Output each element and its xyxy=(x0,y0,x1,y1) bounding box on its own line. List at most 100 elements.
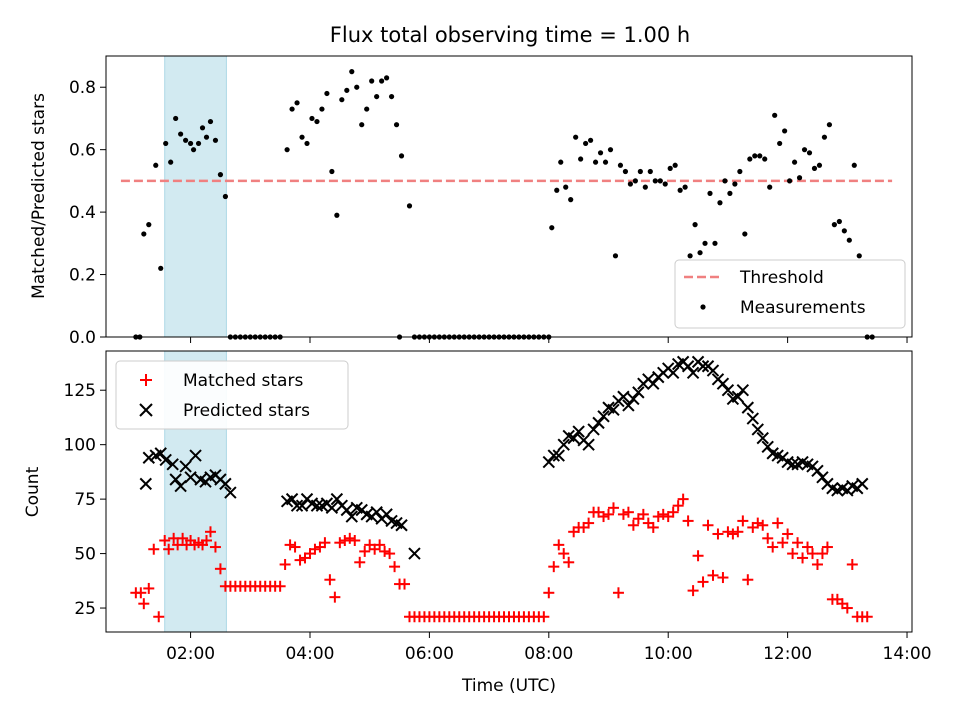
matched-star-point xyxy=(841,602,853,614)
measurement-point xyxy=(324,90,330,97)
measurement-point xyxy=(816,162,823,168)
measurement-point xyxy=(727,190,733,196)
measurement-point xyxy=(742,231,748,237)
predicted-star-point xyxy=(189,449,202,462)
matched-star-point xyxy=(163,543,175,555)
predicted-star-point xyxy=(169,473,182,486)
measurement-point xyxy=(831,222,837,228)
measurement-point xyxy=(141,231,147,237)
measurement-point xyxy=(752,153,758,159)
matched-star-point xyxy=(553,539,565,551)
matched-star-point xyxy=(647,521,659,533)
measurement-point xyxy=(777,140,783,147)
measurement-point xyxy=(388,93,395,100)
matched-star-point xyxy=(598,511,610,523)
predicted-star-point xyxy=(224,486,237,499)
predicted-star-point xyxy=(567,431,580,445)
matched-star-point xyxy=(846,558,858,570)
measurement-point xyxy=(801,147,808,153)
measurement-point xyxy=(183,137,189,143)
measurement-point xyxy=(309,115,315,122)
bottom-y-tick-label: 75 xyxy=(74,490,96,510)
predicted-star-point xyxy=(310,499,324,512)
measurement-point xyxy=(349,69,355,75)
predicted-star-point xyxy=(285,492,299,506)
matched-star-point xyxy=(816,548,828,560)
predicted-star-point xyxy=(552,449,565,462)
measurement-point xyxy=(757,153,763,159)
measurement-point xyxy=(767,184,773,190)
matched-star-point xyxy=(538,611,550,623)
matched-star-point xyxy=(153,611,165,623)
measurement-point xyxy=(622,168,629,175)
measurement-point xyxy=(677,187,683,193)
top-axes-frame xyxy=(105,55,913,338)
matched-star-point xyxy=(563,556,575,568)
measurement-point xyxy=(607,147,614,153)
predicted-star-point xyxy=(756,431,769,445)
measurement-point xyxy=(583,140,589,147)
matched-star-point xyxy=(717,572,729,584)
measurement-point xyxy=(672,162,678,168)
matched-star-point xyxy=(792,537,804,549)
matched-star-point xyxy=(543,587,555,599)
chart-title: Flux total observing time = 1.00 h xyxy=(330,23,690,47)
measurement-point xyxy=(707,190,713,196)
predicted-star-point xyxy=(592,416,605,430)
measurement-point xyxy=(203,134,210,140)
measurement-point xyxy=(772,112,778,118)
matched-star-point xyxy=(687,585,699,597)
measurement-point xyxy=(329,168,335,175)
matched-star-point xyxy=(558,548,570,560)
top-y-tick-label: 0.4 xyxy=(69,203,96,223)
measurement-point xyxy=(846,237,852,243)
top-y-tick-label: 0.8 xyxy=(69,78,96,98)
predicted-star-point xyxy=(219,477,232,491)
matched-star-point xyxy=(201,535,213,547)
measurement-point xyxy=(199,125,206,131)
measurement-point xyxy=(217,172,224,178)
measurement-point xyxy=(294,100,300,106)
matched-star-point xyxy=(324,574,336,586)
matched-stars-points xyxy=(130,493,873,623)
predicted-star-point xyxy=(696,360,710,373)
measurement-point xyxy=(364,106,370,112)
bottom-axes-frame xyxy=(105,350,913,633)
matched-star-point xyxy=(319,537,331,549)
predicted-star-point xyxy=(345,510,358,523)
predicted-star-point xyxy=(587,423,600,436)
top-legend-box xyxy=(674,259,906,329)
bottom-legend: Matched stars Predicted stars xyxy=(115,360,349,430)
x-tick-label: 08:00 xyxy=(524,644,573,664)
measurement-point xyxy=(168,159,174,165)
measurement-point xyxy=(787,178,793,184)
predicted-star-point xyxy=(811,464,824,478)
matched-star-point xyxy=(797,552,809,564)
matched-star-point xyxy=(135,587,147,599)
matched-star-point xyxy=(374,539,386,551)
predicted-star-point xyxy=(617,390,630,403)
bottom-y-axis-label: Count xyxy=(23,466,43,517)
matched-star-point xyxy=(279,558,291,570)
predicted-star-point xyxy=(686,366,700,379)
matched-star-point xyxy=(384,548,396,560)
measurement-point xyxy=(602,159,609,165)
predicted-star-point xyxy=(746,412,759,425)
measurement-point xyxy=(359,122,365,128)
measurement-point xyxy=(642,184,648,190)
measurement-point xyxy=(637,168,643,175)
measurement-point xyxy=(836,218,842,225)
predicted-star-point xyxy=(154,447,167,460)
measurement-point xyxy=(573,134,579,140)
matched-star-point xyxy=(143,582,155,594)
matched-star-point xyxy=(148,543,160,555)
matched-star-point xyxy=(707,569,719,581)
matched-star-point xyxy=(637,508,649,520)
bottom-y-tick-label: 50 xyxy=(74,545,96,565)
matched-star-point xyxy=(712,528,724,540)
matched-star-point xyxy=(354,556,366,568)
predicted-star-point xyxy=(139,477,153,491)
measurement-point xyxy=(612,253,619,259)
legend-measurements-label: Measurements xyxy=(740,298,866,318)
measurement-point xyxy=(782,128,788,134)
